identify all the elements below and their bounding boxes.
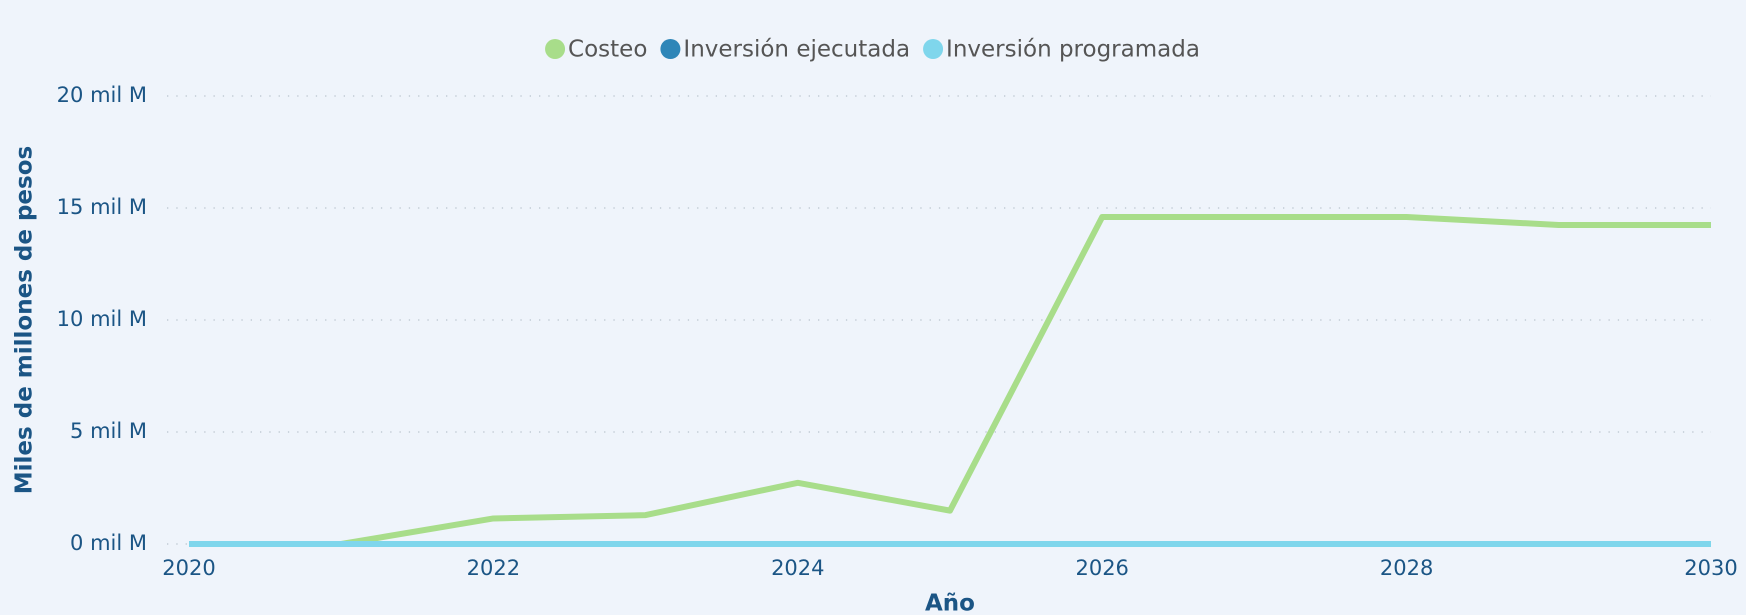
legend-marker bbox=[545, 39, 566, 59]
legend-label: Costeo bbox=[568, 37, 647, 63]
series-line bbox=[189, 213, 1711, 547]
legend-label: Inversión programada bbox=[946, 37, 1200, 63]
y-tick-label: 15 mil M bbox=[57, 195, 147, 219]
y-axis-title: Miles de millones de pesos bbox=[12, 146, 38, 494]
y-tick-label: 20 mil M bbox=[57, 83, 147, 107]
y-tick-label: 0 mil M bbox=[70, 531, 147, 555]
x-tick-label: 2030 bbox=[1684, 556, 1737, 580]
y-tick-label: 10 mil M bbox=[57, 307, 147, 331]
y-tick-label: 5 mil M bbox=[70, 419, 147, 443]
legend-marker bbox=[923, 39, 944, 59]
x-tick-label: 2020 bbox=[162, 556, 215, 580]
legend-marker bbox=[660, 39, 681, 59]
x-tick-label: 2024 bbox=[771, 556, 824, 580]
x-tick-label: 2028 bbox=[1380, 556, 1433, 580]
x-tick-label: 2022 bbox=[467, 556, 520, 580]
x-tick-label: 2026 bbox=[1075, 556, 1128, 580]
x-axis-title: Año bbox=[925, 591, 975, 615]
legend-label: Inversión ejecutada bbox=[683, 37, 910, 63]
